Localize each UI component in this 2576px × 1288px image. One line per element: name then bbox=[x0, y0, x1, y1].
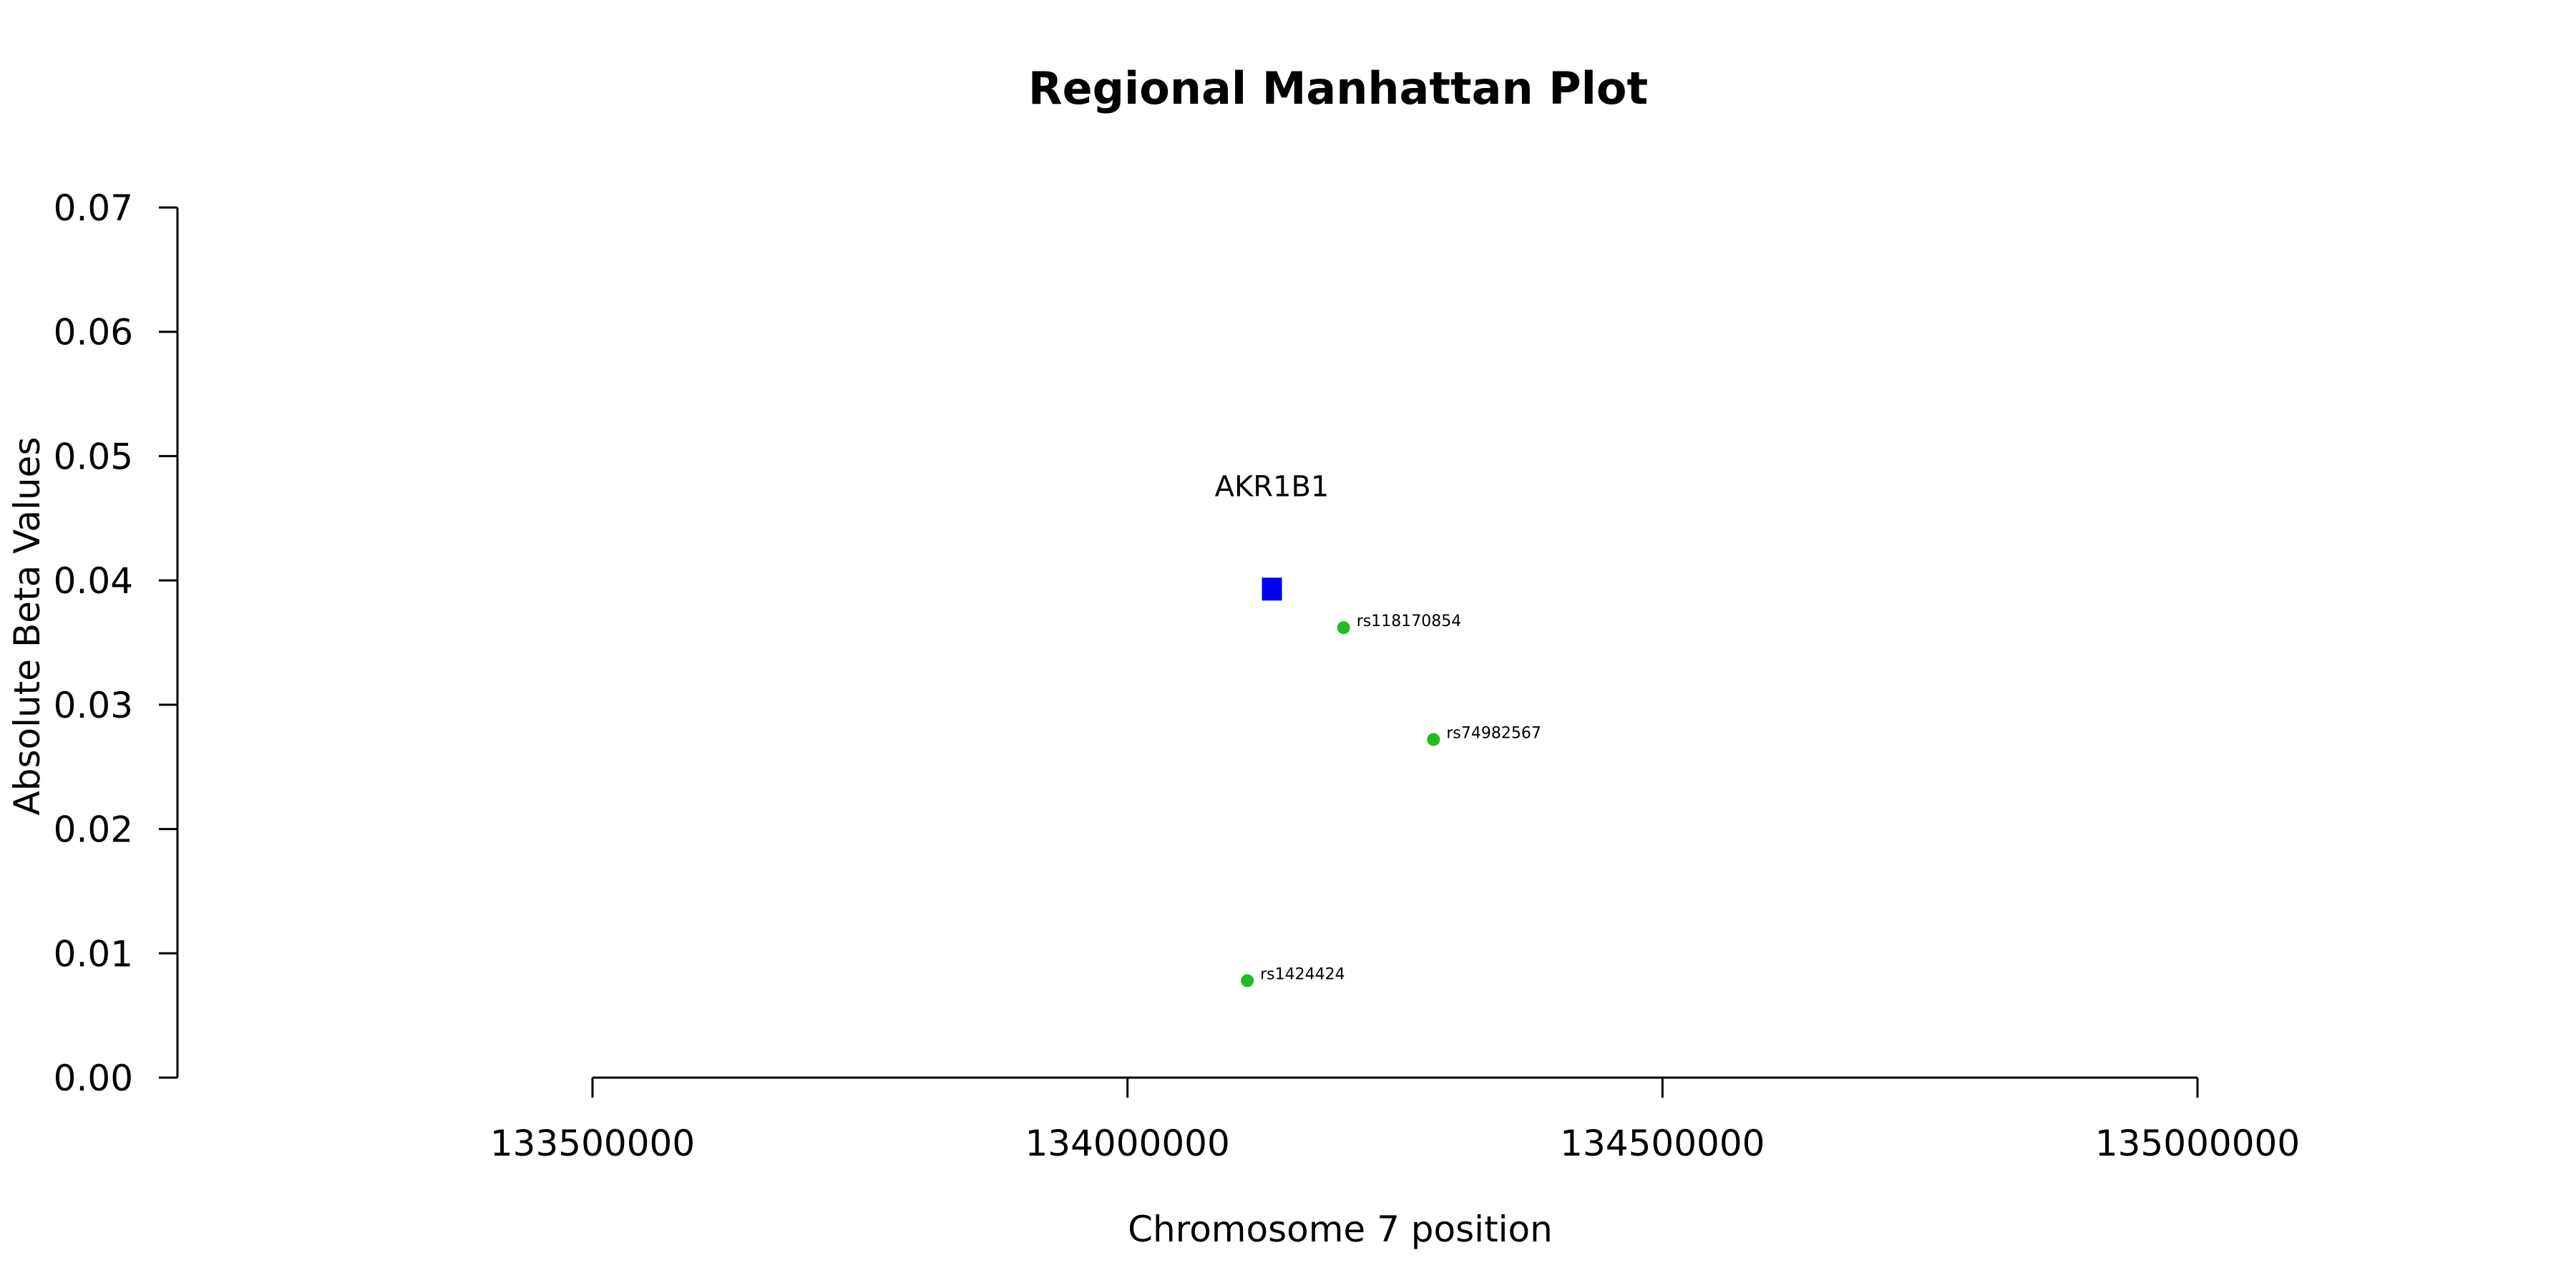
x-tick-label: 134000000 bbox=[1025, 1123, 1230, 1164]
snp-label: rs1424424 bbox=[1260, 966, 1345, 984]
x-tick-label: 135000000 bbox=[2095, 1123, 2300, 1164]
snp-label: rs118170854 bbox=[1357, 613, 1461, 630]
y-tick-label: 0.07 bbox=[54, 187, 133, 229]
y-tick-label: 0.05 bbox=[54, 436, 133, 477]
chart-title: Regional Manhattan Plot bbox=[1028, 62, 1648, 114]
y-tick-label: 0.02 bbox=[54, 809, 133, 851]
snp-point bbox=[1337, 621, 1350, 635]
y-tick-label: 0.00 bbox=[54, 1058, 133, 1099]
gene-marker bbox=[1262, 577, 1282, 601]
x-tick-label: 133500000 bbox=[490, 1123, 695, 1164]
plot-marks: AKR1B1 rs118170854 rs74982567 rs1424424 bbox=[1215, 470, 1541, 987]
y-axis: 0.00 0.01 0.02 0.03 0.04 0.05 0.06 0.07 bbox=[54, 187, 179, 1099]
snp-point bbox=[1427, 733, 1440, 746]
y-tick-label: 0.04 bbox=[54, 560, 133, 602]
snp-point bbox=[1241, 974, 1254, 987]
y-axis-label: Absolute Beta Values bbox=[6, 437, 48, 816]
gene-label: AKR1B1 bbox=[1215, 470, 1330, 503]
y-tick-label: 0.06 bbox=[54, 312, 133, 353]
x-tick-label: 134500000 bbox=[1560, 1123, 1765, 1164]
x-axis-label: Chromosome 7 position bbox=[1128, 1209, 1553, 1250]
snp-label: rs74982567 bbox=[1446, 724, 1541, 742]
x-axis: 133500000 134000000 134500000 135000000 bbox=[490, 1076, 2300, 1164]
y-tick-label: 0.03 bbox=[54, 685, 133, 726]
y-tick-label: 0.01 bbox=[54, 933, 133, 975]
